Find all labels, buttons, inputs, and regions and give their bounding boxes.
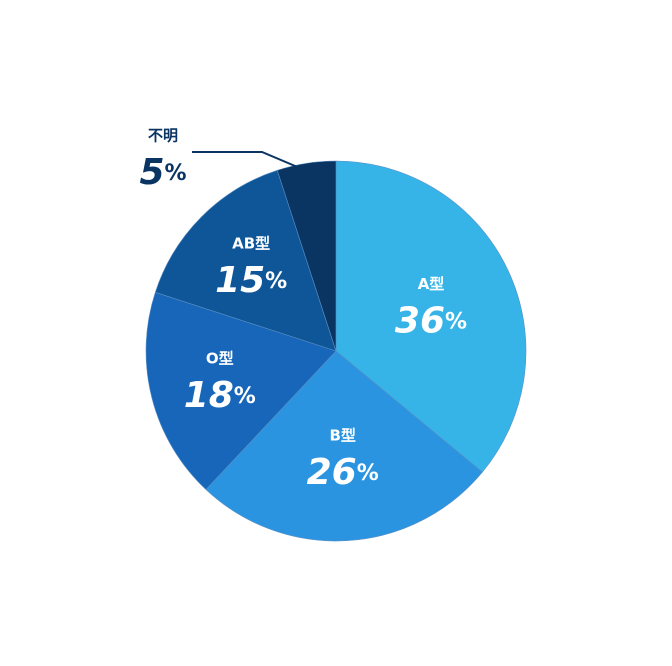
pie-slice — [145, 291, 337, 490]
category-label: B型 — [329, 426, 355, 444]
pie-slice — [276, 160, 337, 352]
value-label: 26% — [307, 452, 379, 493]
category-label: AB型 — [232, 235, 270, 253]
category-label: 不明 — [148, 127, 178, 145]
pie-slice — [335, 160, 527, 473]
value-label: 5% — [139, 152, 186, 193]
leader-line — [192, 151, 308, 173]
value-label: 18% — [184, 375, 256, 416]
category-label: O型 — [206, 349, 234, 367]
pie-slice — [205, 350, 483, 542]
category-label: A型 — [418, 275, 445, 293]
value-label: 36% — [395, 300, 467, 341]
value-label: 15% — [215, 260, 287, 301]
pie-slice — [154, 169, 337, 352]
